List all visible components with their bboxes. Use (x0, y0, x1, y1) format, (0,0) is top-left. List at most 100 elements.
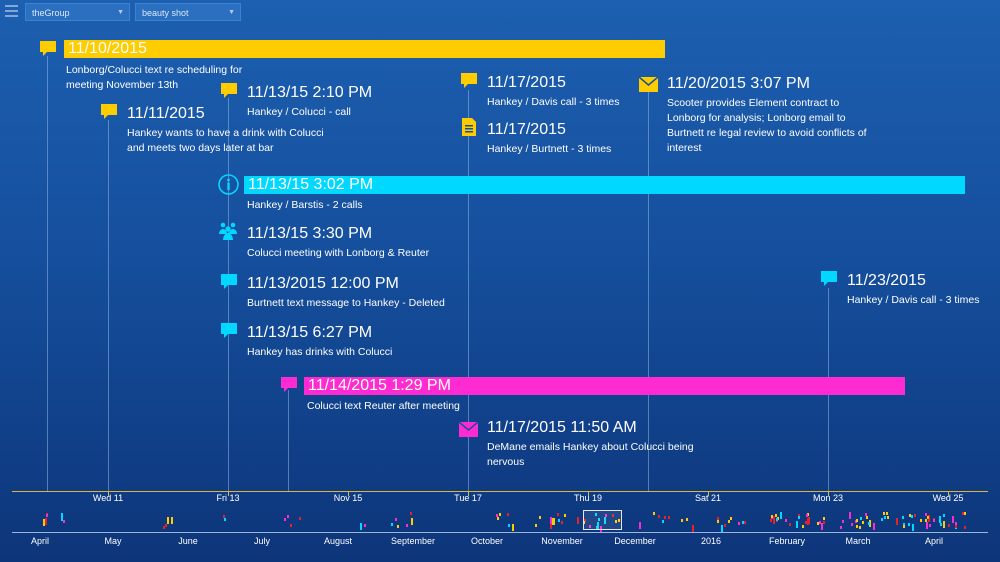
overview-event-mark (859, 526, 861, 529)
event-title[interactable]: 11/17/2015 (487, 74, 566, 91)
overview-event-mark (299, 517, 301, 520)
overview-label: July (253, 536, 271, 546)
overview-event-mark (604, 517, 606, 524)
overview-event-mark (911, 515, 913, 518)
event-title[interactable]: 11/20/2015 3:07 PM (667, 75, 810, 92)
overview-event-mark (805, 521, 807, 524)
overview-event-mark (598, 518, 600, 521)
view-select[interactable]: beauty shot ▼ (135, 3, 241, 21)
event-description-line: nervous (487, 456, 525, 468)
overview-event-mark (391, 523, 393, 526)
overview-event-mark (886, 512, 888, 515)
overview-event-mark (798, 516, 800, 519)
toolbar: theGroup ▼ beauty shot ▼ (0, 0, 1000, 26)
event-stem (47, 56, 48, 491)
overview-event-mark (884, 516, 886, 519)
event-title[interactable]: 11/13/15 2:10 PM (247, 84, 373, 101)
overview-event-mark (927, 516, 929, 519)
overview-event-mark (807, 518, 809, 525)
event-description: Hankey / Barstis - 2 calls (247, 198, 363, 213)
overview-event-mark (167, 517, 169, 524)
people-icon (218, 221, 238, 246)
overview-event-mark (508, 524, 510, 527)
overview-event-mark (873, 523, 875, 530)
overview-event-mark (287, 515, 289, 518)
axis-label: Mon 23 (812, 493, 844, 503)
overview-event-mark (940, 523, 942, 526)
timeline-axis[interactable] (12, 491, 988, 492)
overview-event-mark (744, 521, 746, 524)
overview-label: April (924, 536, 944, 546)
event-title[interactable]: 11/17/2015 (487, 121, 566, 138)
group-select[interactable]: theGroup ▼ (25, 3, 130, 21)
overview-event-mark (943, 521, 945, 528)
overview-event-mark (163, 526, 165, 529)
axis-label: Wed 11 (92, 493, 124, 503)
overview-event-mark (780, 512, 782, 519)
overview-event-mark (583, 521, 585, 524)
overview-event-mark (796, 521, 798, 528)
overview-event-mark (908, 523, 910, 526)
overview-event-mark (589, 525, 591, 528)
overview-label: 2016 (700, 536, 722, 546)
overview-event-mark (550, 522, 552, 529)
event-bar[interactable]: 11/14/2015 1:29 PM (304, 377, 905, 395)
axis-label: Sat 21 (694, 493, 722, 503)
group-select-value: theGroup (32, 8, 70, 18)
event-title[interactable]: 11/11/2015 (127, 105, 205, 122)
overview-event-mark (730, 517, 732, 520)
overview-event-mark (928, 515, 930, 522)
overview-event-mark (775, 514, 777, 517)
overview-event-mark (955, 525, 957, 528)
overview-event-mark (773, 517, 775, 524)
event-description-line: Hankey / Barstis - 2 calls (247, 199, 363, 211)
overview-event-mark (410, 512, 412, 515)
axis-tick (948, 491, 949, 496)
overview-event-mark (842, 520, 844, 523)
event-description: Hankey wants to have a drink with Colucc… (127, 126, 324, 156)
event-title[interactable]: 11/13/15 6:27 PM (247, 324, 373, 341)
overview-event-mark (597, 522, 599, 529)
axis-tick (588, 491, 589, 496)
overview-event-mark (43, 519, 45, 526)
event-title[interactable]: 11/13/15 3:30 PM (247, 225, 373, 242)
overview-event-mark (284, 518, 286, 521)
envelope-icon (638, 76, 659, 97)
overview-event-mark (771, 515, 773, 518)
event-title[interactable]: 11/17/2015 11:50 AM (487, 419, 637, 436)
overview-event-mark (964, 512, 966, 515)
overview-event-mark (777, 517, 779, 520)
overview-event-mark (584, 519, 586, 522)
overview-event-mark (681, 519, 683, 522)
event-description-line: Hankey wants to have a drink with Colucc… (127, 127, 324, 139)
overview-event-mark (557, 513, 559, 516)
overview-event-mark (776, 518, 778, 521)
overview-event-mark (964, 526, 966, 529)
overview-event-mark (939, 516, 941, 523)
event-description-line: Hankey / Davis call - 3 times (847, 294, 980, 306)
overview-event-mark (851, 523, 853, 526)
event-title[interactable]: 11/23/2015 (847, 272, 926, 289)
event-description: Scooter provides Element contract to Lon… (667, 96, 867, 156)
overview-event-mark (865, 513, 867, 516)
overview-event-mark (742, 521, 744, 524)
overview-event-mark (943, 514, 945, 517)
overview-event-mark (860, 517, 862, 520)
menu-icon[interactable] (5, 5, 18, 19)
overview-event-mark (819, 521, 821, 524)
event-bar[interactable]: 11/13/15 3:02 PM (244, 176, 965, 194)
event-description-line: Hankey / Davis call - 3 times (487, 96, 620, 108)
event-description: Burtnett text message to Hankey - Delete… (247, 296, 445, 311)
overview-event-mark (496, 514, 498, 517)
event-title[interactable]: 11/13/2015 12:00 PM (247, 275, 399, 292)
overview-event-mark (866, 516, 868, 519)
event-bar[interactable]: 11/10/2015 (64, 40, 665, 58)
event-title: 11/13/15 3:02 PM (248, 176, 374, 193)
event-description: Colucci meeting with Lonborg & Reuter (247, 246, 429, 261)
event-description: Hankey / Colucci - call (247, 105, 351, 120)
overview-range-window[interactable] (583, 510, 622, 530)
event-description-line: Hankey / Colucci - call (247, 106, 351, 118)
speech-bubble-icon (220, 82, 238, 105)
overview-event-mark (881, 518, 883, 521)
overview-event-mark (738, 522, 740, 525)
